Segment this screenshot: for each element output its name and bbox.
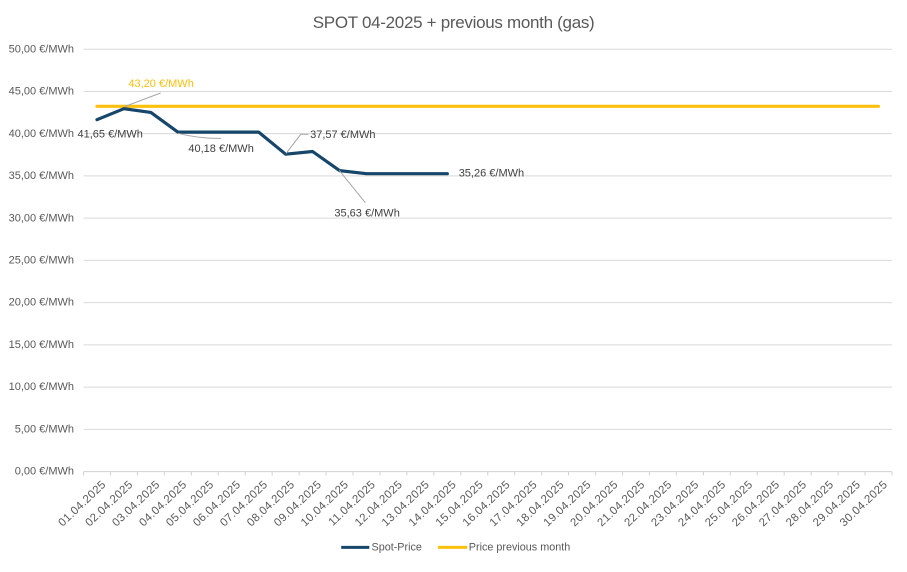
svg-text:20,00 €/MWh: 20,00 €/MWh <box>9 297 74 309</box>
svg-text:35,00 €/MWh: 35,00 €/MWh <box>9 170 74 182</box>
svg-text:37,57 €/MWh: 37,57 €/MWh <box>310 129 375 141</box>
svg-text:SPOT 04-2025 + previous month: SPOT 04-2025 + previous month (gas) <box>313 13 595 32</box>
svg-text:50,00 €/MWh: 50,00 €/MWh <box>9 43 74 55</box>
svg-text:25,00 €/MWh: 25,00 €/MWh <box>9 255 74 267</box>
svg-text:40,00 €/MWh: 40,00 €/MWh <box>9 128 74 140</box>
svg-text:0,00 €/MWh: 0,00 €/MWh <box>15 466 74 478</box>
svg-text:35,63 €/MWh: 35,63 €/MWh <box>334 207 399 219</box>
svg-text:41,65 €/MWh: 41,65 €/MWh <box>78 128 143 140</box>
svg-text:45,00 €/MWh: 45,00 €/MWh <box>9 86 74 98</box>
svg-text:Price previous month: Price previous month <box>469 542 570 554</box>
svg-text:43,20 €/MWh: 43,20 €/MWh <box>128 78 193 90</box>
svg-text:15,00 €/MWh: 15,00 €/MWh <box>9 339 74 351</box>
svg-text:30,00 €/MWh: 30,00 €/MWh <box>9 212 74 224</box>
svg-text:40,18 €/MWh: 40,18 €/MWh <box>188 143 253 155</box>
svg-text:35,26 €/MWh: 35,26 €/MWh <box>459 168 524 180</box>
svg-text:Spot-Price: Spot-Price <box>372 542 422 554</box>
svg-text:5,00 €/MWh: 5,00 €/MWh <box>15 423 74 435</box>
svg-text:10,00 €/MWh: 10,00 €/MWh <box>9 381 74 393</box>
